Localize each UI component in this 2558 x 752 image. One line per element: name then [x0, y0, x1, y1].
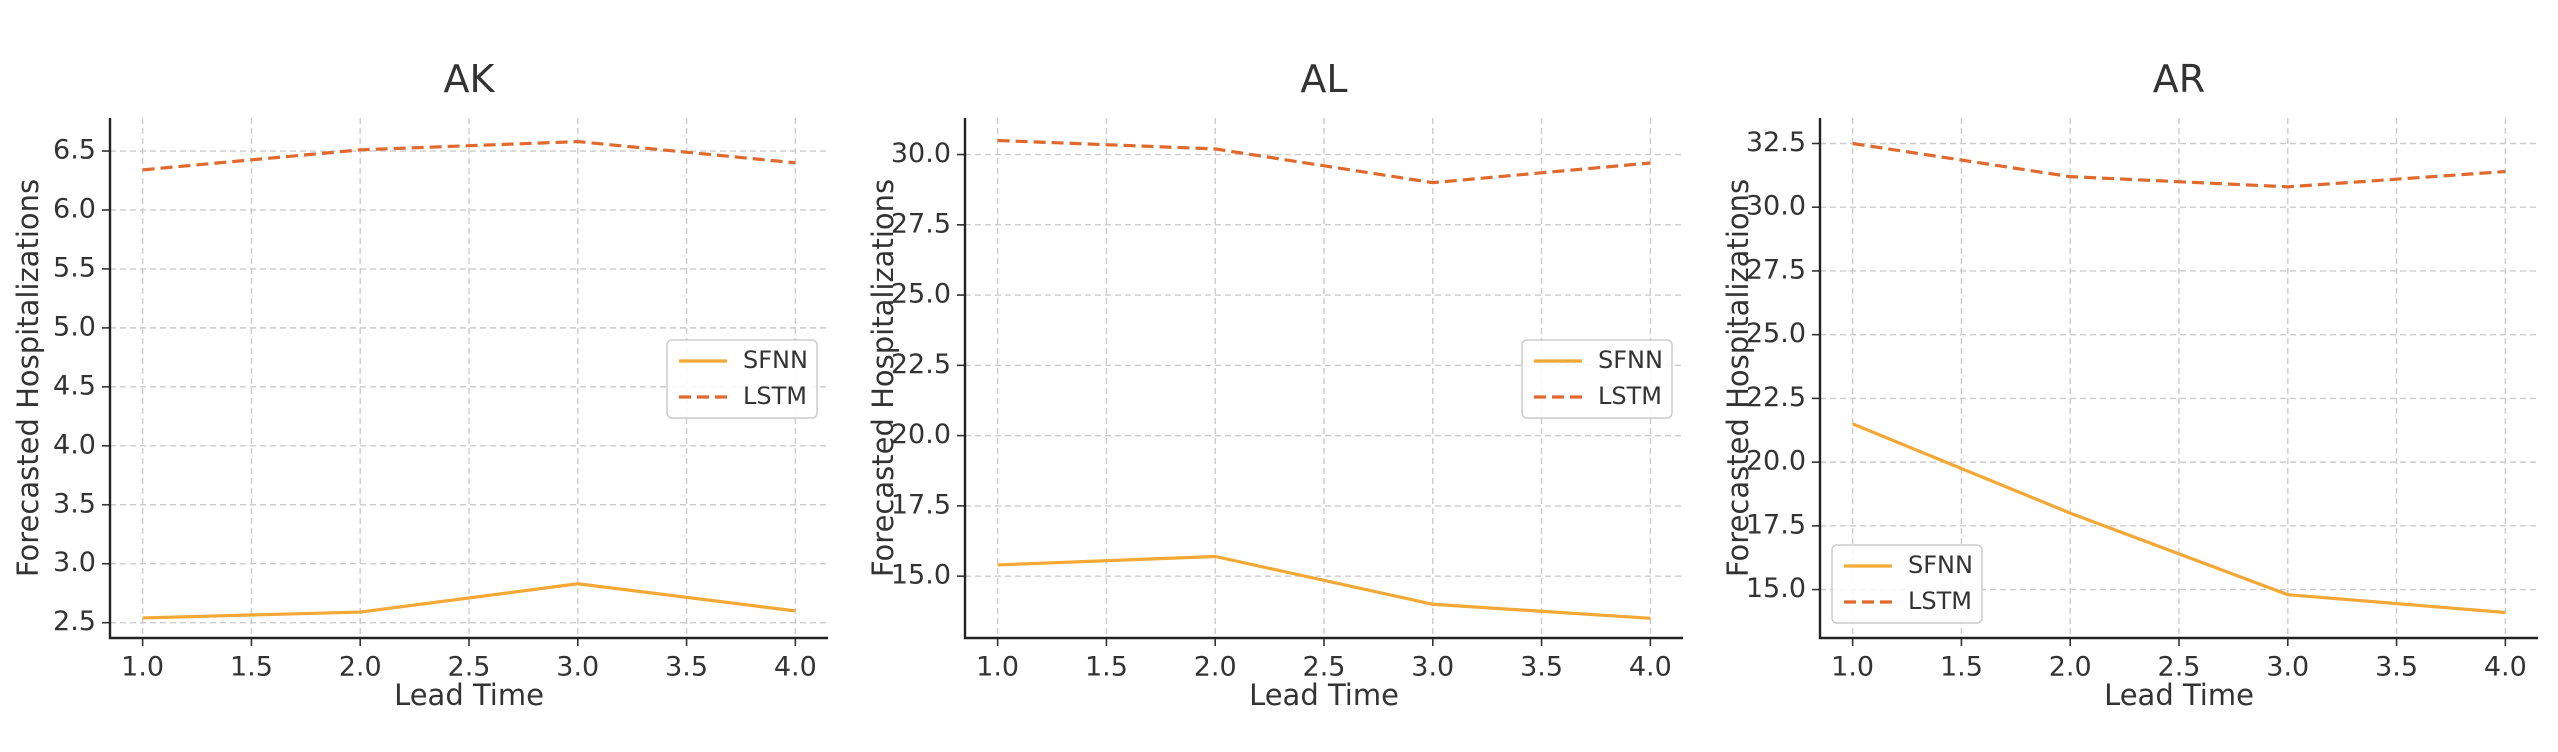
y-axis-label: Forecasted Hospitalizations	[1721, 179, 1755, 577]
series-line-lstm	[142, 139, 796, 172]
chart-title: AR	[2153, 57, 2205, 101]
x-tick-label: 2.0	[339, 652, 382, 683]
x-axis-label: Lead Time	[394, 678, 544, 712]
series-line-lstm	[1852, 141, 2506, 189]
y-tick-label: 2.5	[53, 606, 96, 637]
y-tick-label: 25.0	[1746, 318, 1806, 349]
y-tick-label: 17.5	[891, 489, 951, 520]
y-axis-label: Forecasted Hospitalizations	[866, 179, 900, 577]
x-tick-label: 2.5	[448, 652, 491, 683]
y-tick-label: 30.0	[891, 138, 951, 169]
legend-label-lstm: LSTM	[1598, 382, 1662, 410]
y-tick-label: 17.5	[1746, 509, 1806, 540]
legend: SFNN LSTM	[666, 339, 818, 419]
chart-title: AL	[1300, 57, 1347, 101]
legend-label-sfnn: SFNN	[1598, 346, 1663, 374]
y-tick-label: 32.5	[1746, 127, 1806, 158]
legend-label-sfnn: SFNN	[1908, 551, 1973, 579]
panel-ar: 1.0 1.5 2.0 2.5 3.0 3.5 4.0 15.0 17.5 20.0 22.5 25.…	[1721, 57, 2538, 712]
series-line-lstm	[997, 138, 1651, 185]
series-line-sfnn	[997, 554, 1651, 620]
x-tick-label: 4.0	[2484, 652, 2527, 683]
panel-ak: 1.0 1.5 2.0 2.5 3.0 3.5 4.0 2.5 3.0 3.5 4.0 4.5 5.0 5…	[11, 57, 828, 712]
x-tick-label: 3.5	[1520, 652, 1563, 683]
x-tick-label: 1.0	[121, 652, 164, 683]
x-tick-label: 3.0	[556, 652, 599, 683]
axis-spines	[1818, 118, 2538, 640]
y-tick-label: 3.5	[53, 488, 96, 519]
y-tick-label: 6.0	[53, 193, 96, 224]
x-tick-label: 3.5	[665, 652, 708, 683]
x-tick-label: 1.5	[1085, 652, 1128, 683]
x-tick-label: 2.0	[2049, 652, 2092, 683]
y-tick-label: 22.5	[891, 349, 951, 380]
y-tick-label: 15.0	[1746, 573, 1806, 604]
x-tick-label: 2.5	[1303, 652, 1346, 683]
x-axis-label: Lead Time	[1249, 678, 1399, 712]
x-tick-label: 4.0	[1629, 652, 1672, 683]
y-tick-label: 30.0	[1746, 191, 1806, 222]
y-tick-label: 20.0	[1746, 446, 1806, 477]
x-tick-label: 2.5	[2158, 652, 2201, 683]
chart-title: AK	[444, 57, 496, 101]
y-tick-label: 6.5	[53, 135, 96, 166]
y-axis-label: Forecasted Hospitalizations	[11, 179, 45, 577]
x-tick-label: 1.5	[1940, 652, 1983, 683]
y-tick-label: 5.5	[53, 252, 96, 283]
y-tick-label: 27.5	[891, 208, 951, 239]
legend-label-lstm: LSTM	[1908, 587, 1972, 615]
x-tick-label: 2.0	[1194, 652, 1237, 683]
y-tick-label: 3.0	[53, 547, 96, 578]
y-tick-label: 27.5	[1746, 254, 1806, 285]
axis-spines	[963, 118, 1683, 640]
x-tick-label: 1.5	[230, 652, 273, 683]
y-tick-label: 5.0	[53, 311, 96, 342]
y-tick-label: 4.5	[53, 370, 96, 401]
y-tick-label: 20.0	[891, 419, 951, 450]
x-tick-label: 1.0	[1831, 652, 1874, 683]
legend: SFNN LSTM	[1831, 544, 1983, 624]
panel-al: 1.0 1.5 2.0 2.5 3.0 3.5 4.0 15.0 17.5 20.0 22.5 25.…	[866, 57, 1683, 712]
x-tick-label: 3.0	[1411, 652, 1454, 683]
y-tick-label: 25.0	[891, 279, 951, 310]
y-tick-label: 4.0	[53, 429, 96, 460]
legend-label-lstm: LSTM	[743, 382, 807, 410]
x-tick-label: 4.0	[774, 652, 817, 683]
legend: SFNN LSTM	[1521, 339, 1673, 419]
x-tick-label: 1.0	[976, 652, 1019, 683]
x-tick-label: 3.5	[2375, 652, 2418, 683]
y-tick-label: 22.5	[1746, 382, 1806, 413]
y-tick-label: 15.0	[891, 560, 951, 591]
series-line-sfnn	[142, 582, 796, 620]
axis-spines	[108, 118, 828, 640]
series-line-sfnn	[1852, 422, 2506, 615]
x-tick-label: 3.0	[2266, 652, 2309, 683]
legend-label-sfnn: SFNN	[743, 346, 808, 374]
x-axis-label: Lead Time	[2104, 678, 2254, 712]
